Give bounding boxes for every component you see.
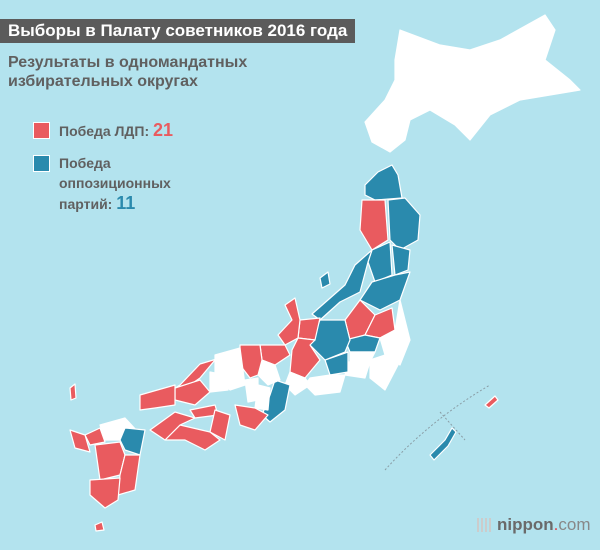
prefecture-ehime	[149, 411, 196, 441]
logo-name: nippon	[497, 515, 554, 534]
prefecture-wakayama	[234, 404, 269, 431]
prefecture-yakushima	[94, 521, 105, 532]
logo-dot: .	[553, 515, 559, 534]
map-subtitle: Результаты в одномандатных избирательных…	[8, 54, 248, 90]
prefecture-osaka	[244, 377, 259, 403]
prefecture-hokkaido	[364, 14, 581, 153]
prefecture-ishikawa	[277, 297, 301, 346]
logo-icon	[477, 518, 491, 532]
legend: Победа ЛДП: 21 Победа оппозиционных парт…	[33, 120, 199, 226]
ldp-swatch	[33, 122, 50, 139]
prefecture-yamaguchi	[139, 384, 176, 411]
boundary-line	[384, 384, 491, 471]
prefecture-miyazaki	[117, 454, 141, 496]
prefecture-aichi	[284, 371, 311, 396]
map-title: Выборы в Палату советников 2016 года	[0, 19, 356, 43]
prefecture-tokushima	[209, 409, 231, 441]
legend-item-ldp: Победа ЛДП: 21	[33, 120, 199, 141]
prefecture-mie	[261, 379, 291, 423]
prefecture-akita	[359, 199, 389, 251]
prefecture-hiroshima	[174, 379, 211, 406]
prefecture-kanagawa	[344, 361, 371, 379]
prefecture-gifu	[289, 337, 321, 379]
prefecture-chiba	[369, 354, 399, 391]
prefecture-tokyo	[349, 351, 376, 363]
prefecture-tsushima	[69, 383, 77, 401]
prefecture-nagasaki	[69, 429, 91, 453]
legend-count-opposition: 11	[116, 193, 136, 213]
prefecture-okayama	[209, 371, 229, 393]
prefecture-saga	[84, 427, 106, 446]
legend-count-ldp: 21	[153, 120, 174, 140]
legend-label-ldp: Победа ЛДП:	[59, 123, 150, 139]
prefecture-saitama	[344, 334, 381, 353]
prefecture-amami	[484, 395, 499, 409]
prefecture-oita	[119, 427, 146, 456]
prefecture-sado	[319, 271, 331, 289]
logo-suffix: com	[558, 515, 591, 534]
prefecture-yamanashi	[324, 351, 349, 376]
opposition-swatch	[33, 155, 50, 172]
prefecture-fukushima	[359, 271, 411, 311]
prefecture-kagoshima	[89, 477, 121, 509]
nippon-logo: nippon. com	[477, 515, 591, 535]
prefecture-aomori	[364, 164, 403, 201]
legend-label-opposition: Победа оппозиционных партий:	[59, 155, 171, 212]
prefecture-miyagi	[391, 244, 411, 276]
prefecture-iwate	[387, 197, 421, 251]
legend-item-opposition: Победа оппозиционных партий: 11	[33, 153, 199, 214]
prefecture-okinawa	[429, 427, 457, 461]
prefecture-shizuoka	[304, 374, 346, 396]
